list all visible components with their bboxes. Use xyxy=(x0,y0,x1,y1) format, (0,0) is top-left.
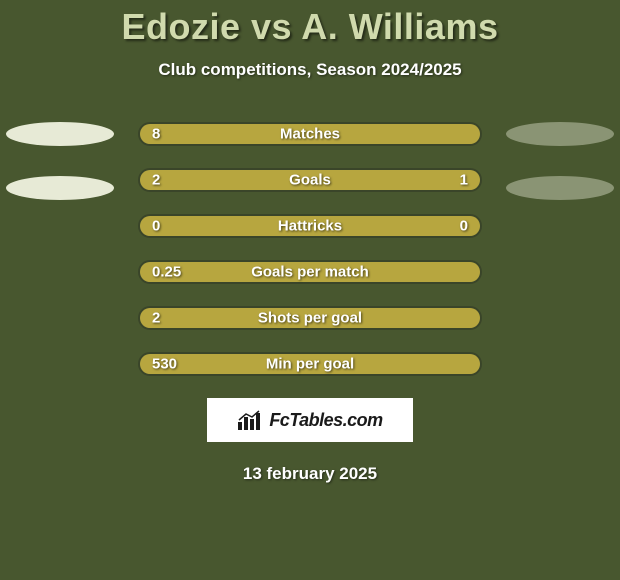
left-avatar-column xyxy=(6,122,114,200)
stat-row: Shots per goal 2 xyxy=(138,306,482,330)
chart-icon xyxy=(237,410,263,430)
stat-value-right: 0 xyxy=(460,218,468,235)
stat-label: Hattricks xyxy=(278,218,342,235)
stat-value-left: 2 xyxy=(152,172,160,189)
stat-value-left: 8 xyxy=(152,126,160,143)
avatar-placeholder xyxy=(506,122,614,146)
stat-label: Shots per goal xyxy=(258,310,362,327)
stat-row: Matches 8 xyxy=(138,122,482,146)
stat-value-left: 2 xyxy=(152,310,160,327)
main-area: Matches 8 Goals 2 1 Hattricks 0 0 Goals per matc… xyxy=(0,122,620,484)
subtitle: Club competitions, Season 2024/2025 xyxy=(0,60,620,80)
stat-value-left: 0.25 xyxy=(152,264,181,281)
stat-label: Matches xyxy=(280,126,340,143)
stat-row: Hattricks 0 0 xyxy=(138,214,482,238)
vs-separator: vs xyxy=(251,6,292,47)
right-avatar-column xyxy=(506,122,614,200)
date-label: 13 february 2025 xyxy=(0,464,620,484)
stat-label: Goals xyxy=(289,172,331,189)
page-title: Edozie vs A. Williams xyxy=(0,6,620,48)
player-right-name: A. Williams xyxy=(301,6,498,47)
stat-bars: Matches 8 Goals 2 1 Hattricks 0 0 Goals per matc… xyxy=(138,122,482,376)
stat-value-right: 1 xyxy=(460,172,468,189)
stat-row: Min per goal 530 xyxy=(138,352,482,376)
stat-value-left: 0 xyxy=(152,218,160,235)
stat-bar-left-fill xyxy=(140,170,368,190)
avatar-placeholder xyxy=(506,176,614,200)
stats-card: Edozie vs A. Williams Club competitions,… xyxy=(0,0,620,484)
avatar-placeholder xyxy=(6,122,114,146)
avatar-placeholder xyxy=(6,176,114,200)
stat-label: Min per goal xyxy=(266,356,354,373)
stat-row: Goals 2 1 xyxy=(138,168,482,192)
player-left-name: Edozie xyxy=(122,6,241,47)
brand-text: FcTables.com xyxy=(269,410,382,431)
stat-label: Goals per match xyxy=(251,264,369,281)
stat-row: Goals per match 0.25 xyxy=(138,260,482,284)
brand-badge: FcTables.com xyxy=(207,398,413,442)
stat-value-left: 530 xyxy=(152,356,177,373)
